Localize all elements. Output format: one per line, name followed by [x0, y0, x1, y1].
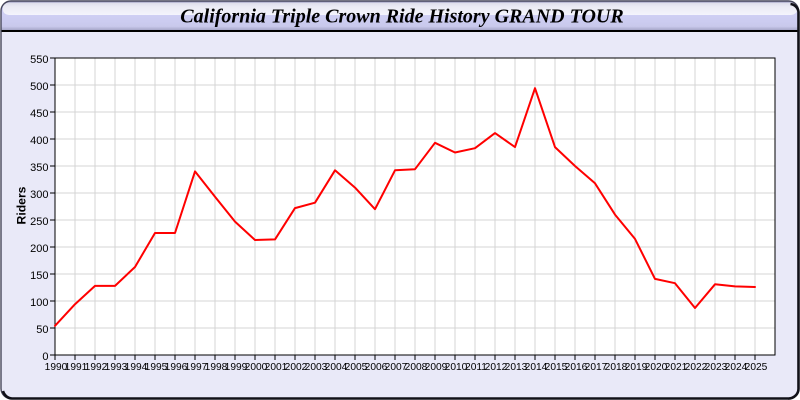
svg-text:1997: 1997 — [185, 362, 208, 373]
svg-text:2004: 2004 — [325, 362, 348, 373]
svg-text:150: 150 — [30, 270, 48, 282]
svg-text:400: 400 — [30, 135, 48, 147]
svg-text:450: 450 — [30, 108, 48, 120]
svg-text:Riders: Riders — [14, 186, 28, 224]
svg-text:2025: 2025 — [745, 362, 768, 373]
svg-text:1998: 1998 — [205, 362, 228, 373]
svg-text:500: 500 — [30, 81, 48, 93]
svg-text:2016: 2016 — [565, 362, 588, 373]
svg-text:2022: 2022 — [685, 362, 708, 373]
svg-text:2023: 2023 — [705, 362, 728, 373]
svg-text:50: 50 — [36, 324, 48, 336]
svg-text:1996: 1996 — [165, 362, 188, 373]
svg-text:2014: 2014 — [525, 362, 548, 373]
svg-text:California Triple Crown Ride H: California Triple Crown Ride History GRA… — [180, 6, 623, 28]
svg-text:2006: 2006 — [365, 362, 388, 373]
svg-text:2009: 2009 — [425, 362, 448, 373]
svg-text:2017: 2017 — [585, 362, 608, 373]
svg-text:2008: 2008 — [405, 362, 428, 373]
svg-text:100: 100 — [30, 297, 48, 309]
svg-text:1994: 1994 — [125, 362, 148, 373]
svg-text:2010: 2010 — [445, 362, 468, 373]
svg-text:350: 350 — [30, 162, 48, 174]
svg-text:550: 550 — [30, 54, 48, 66]
svg-text:1995: 1995 — [145, 362, 168, 373]
svg-text:1999: 1999 — [225, 362, 248, 373]
svg-text:300: 300 — [30, 189, 48, 201]
svg-text:1992: 1992 — [85, 362, 108, 373]
svg-text:1990: 1990 — [45, 362, 68, 373]
svg-text:2024: 2024 — [725, 362, 748, 373]
svg-text:2019: 2019 — [625, 362, 648, 373]
svg-text:250: 250 — [30, 216, 48, 228]
svg-text:2001: 2001 — [265, 362, 288, 373]
svg-text:1991: 1991 — [65, 362, 88, 373]
svg-text:2003: 2003 — [305, 362, 328, 373]
svg-text:1993: 1993 — [105, 362, 128, 373]
svg-text:200: 200 — [30, 243, 48, 255]
svg-text:2011: 2011 — [465, 362, 487, 373]
svg-text:2000: 2000 — [245, 362, 268, 373]
svg-text:2002: 2002 — [285, 362, 308, 373]
svg-text:2012: 2012 — [485, 362, 508, 373]
svg-text:2007: 2007 — [385, 362, 408, 373]
svg-text:2021: 2021 — [665, 362, 688, 373]
svg-text:2018: 2018 — [605, 362, 628, 373]
svg-text:2020: 2020 — [645, 362, 668, 373]
svg-text:2015: 2015 — [545, 362, 568, 373]
svg-text:0: 0 — [42, 351, 48, 363]
svg-text:2005: 2005 — [345, 362, 368, 373]
svg-text:2013: 2013 — [505, 362, 528, 373]
